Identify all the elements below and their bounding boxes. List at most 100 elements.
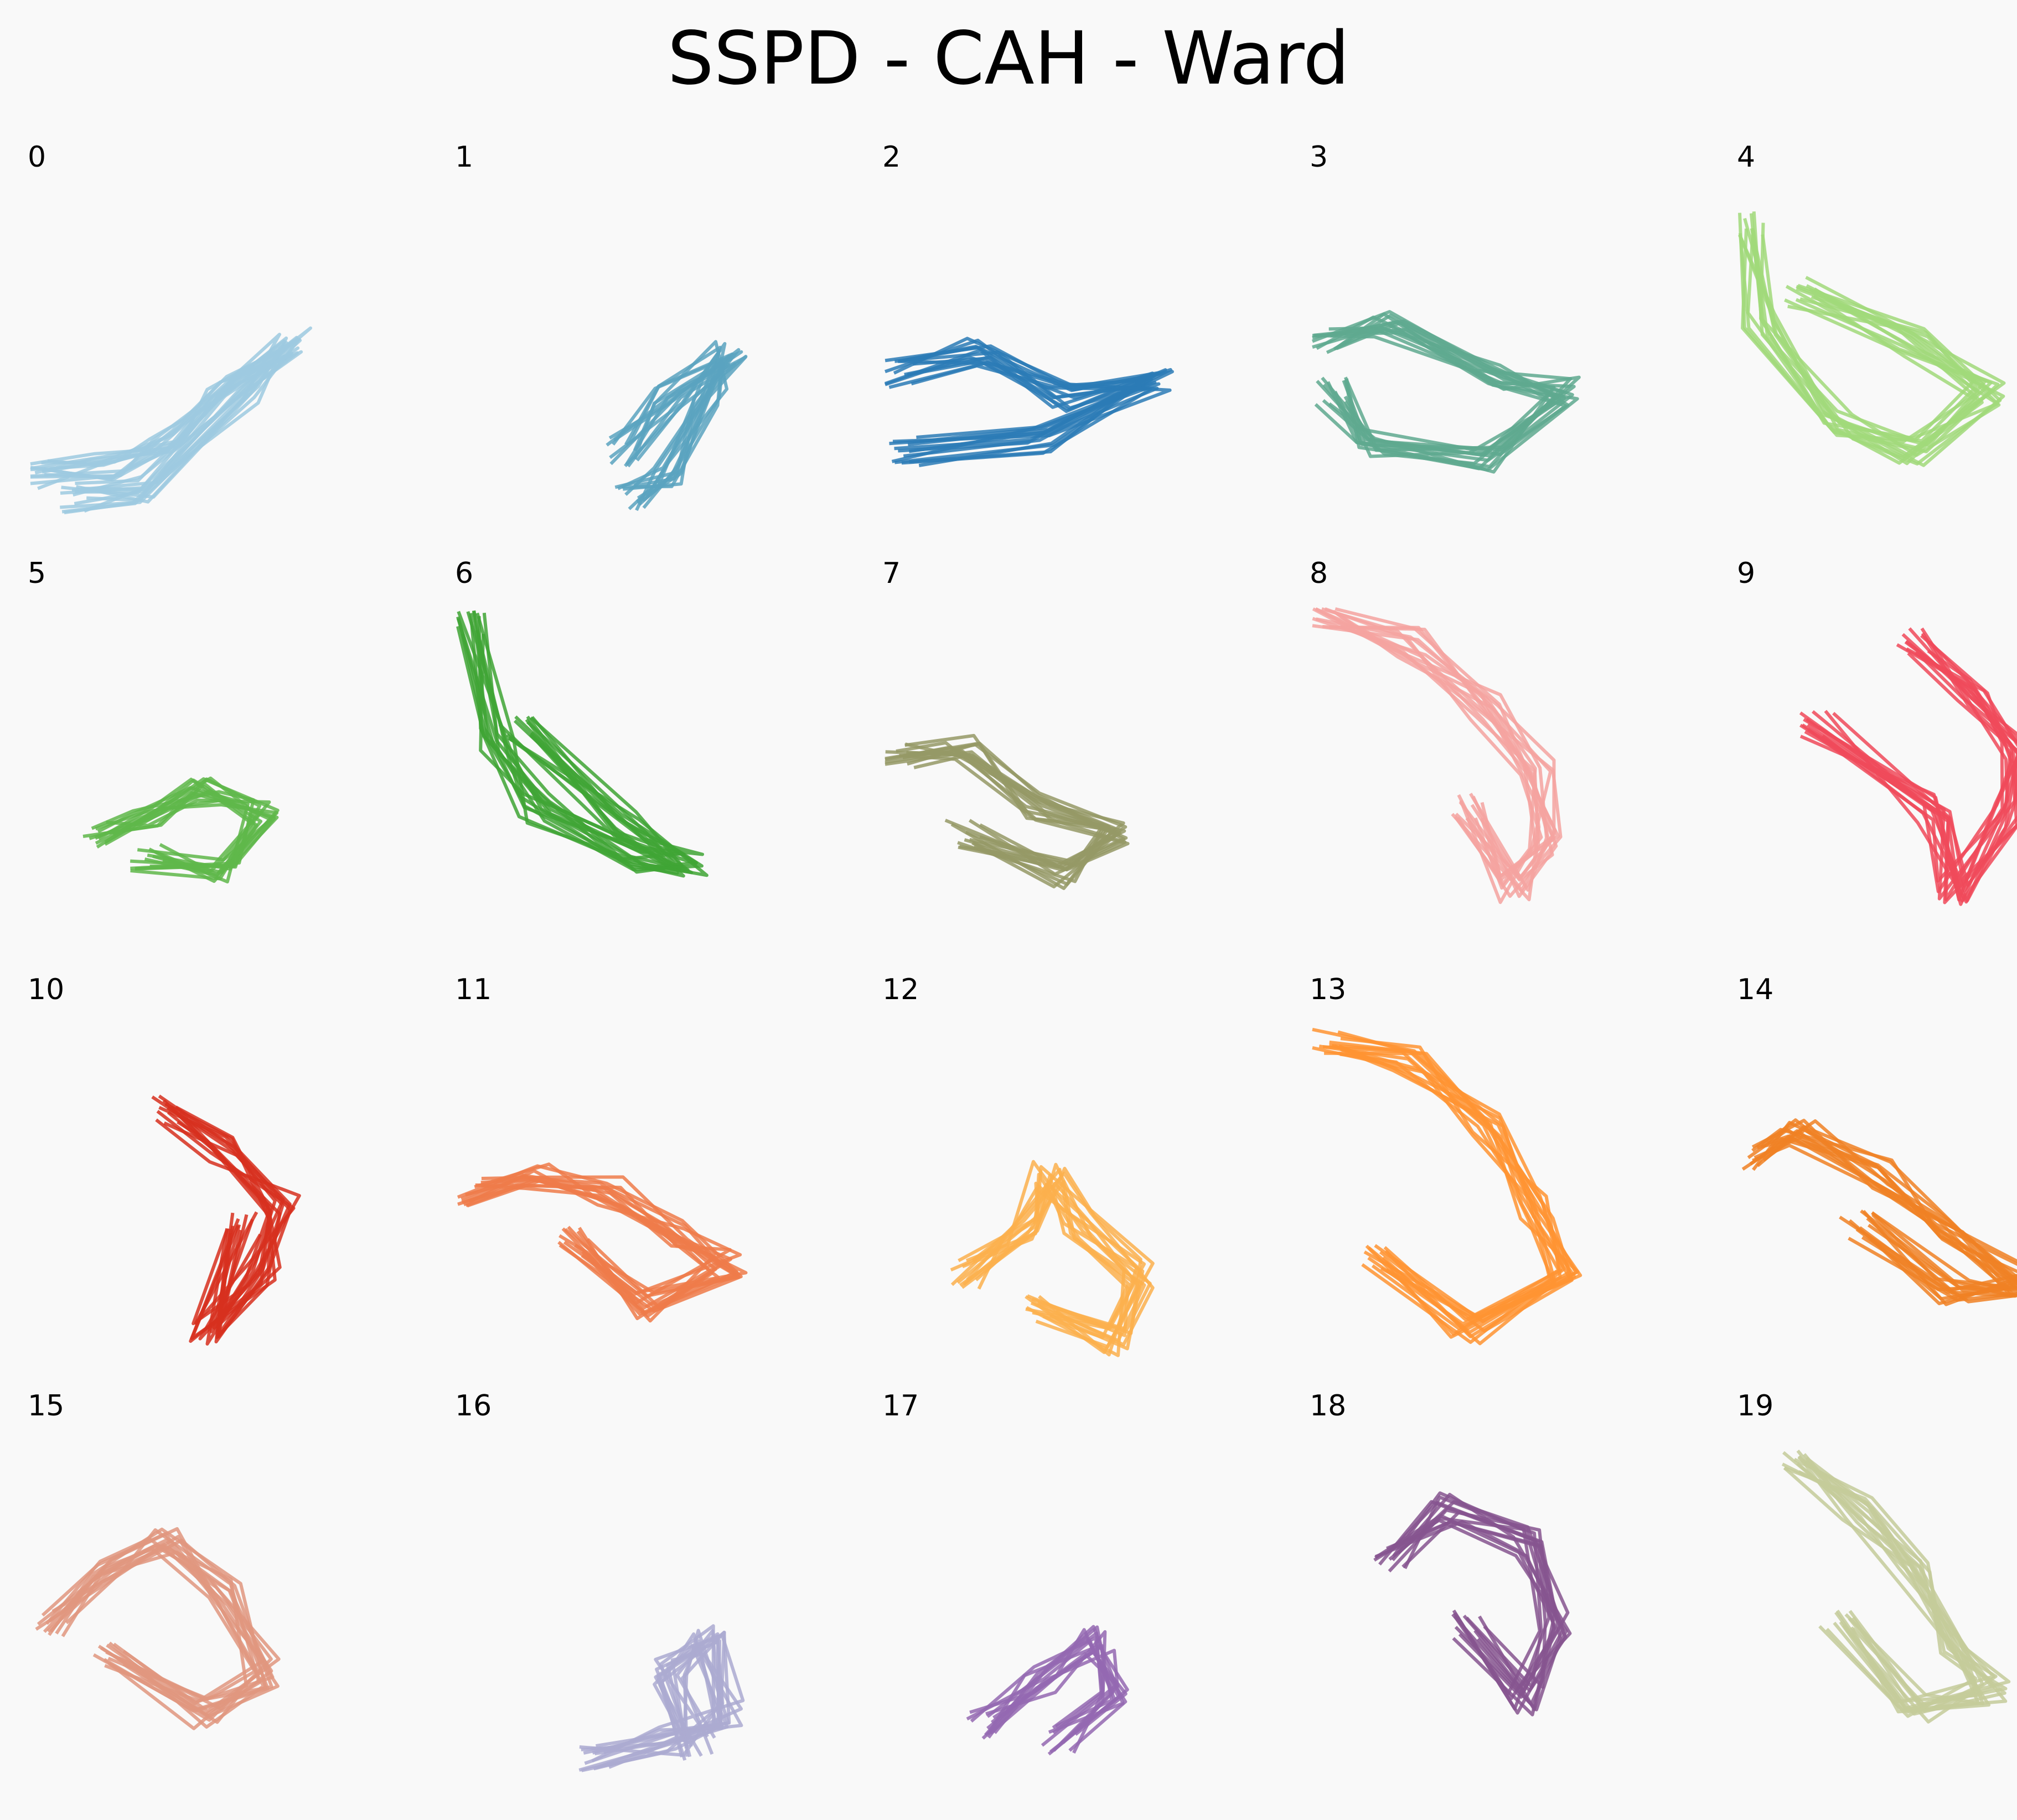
cluster-trajectories-18 [1373, 1491, 1572, 1716]
trajectory-line [606, 363, 730, 489]
cluster-label: 12 [882, 973, 919, 1006]
cluster-trajectories-14 [1741, 1118, 2017, 1306]
trajectory-line [961, 1166, 1142, 1335]
trajectory-line [894, 350, 1157, 443]
cluster-trajectories-6 [456, 610, 708, 878]
trajectory-line [898, 344, 1147, 464]
cluster-label: 16 [455, 1389, 492, 1423]
cluster-panel-15: 15 [28, 1392, 426, 1779]
trajectory-line [966, 1184, 1139, 1357]
trajectory-line [472, 610, 684, 874]
trajectory-line [1797, 1455, 1991, 1714]
cluster-panel-9: 9 [1737, 559, 2017, 947]
trajectory-line [1322, 1045, 1563, 1318]
trajectory-line [95, 798, 262, 871]
trajectory-line [969, 1644, 1105, 1729]
trajectory-line [35, 1544, 249, 1724]
cluster-label: 1 [455, 141, 474, 174]
cluster-trajectories-8 [1312, 607, 1563, 904]
trajectory-line [103, 777, 262, 875]
cluster-label: 13 [1310, 973, 1347, 1006]
cluster-trajectories-17 [966, 1625, 1129, 1756]
cluster-trajectories-13 [1312, 1027, 1582, 1346]
cluster-label: 11 [455, 973, 492, 1006]
trajectory-line [1741, 1119, 2017, 1293]
cluster-label: 15 [28, 1389, 65, 1423]
cluster-label: 3 [1310, 141, 1328, 174]
trajectory-line [1783, 1466, 1978, 1718]
trajectory-line [1756, 1137, 2017, 1301]
trajectory-line [1749, 213, 2001, 457]
cluster-trajectories-19 [1781, 1449, 2011, 1724]
cluster-panel-14: 14 [1737, 975, 2017, 1363]
trajectory-line [899, 753, 1130, 872]
trajectory-line [1805, 1456, 1978, 1712]
trajectory-line [896, 741, 1111, 886]
trajectory-line [42, 326, 312, 514]
cluster-label: 2 [882, 141, 901, 174]
trajectory-line [46, 1538, 273, 1701]
trajectory-line [885, 750, 1128, 869]
trajectory-line [1312, 607, 1555, 878]
trajectory-line [1752, 1144, 2017, 1291]
cluster-trajectories-5 [82, 776, 280, 883]
trajectory-line [1340, 1037, 1562, 1322]
trajectory-line [1318, 1045, 1556, 1339]
cluster-label: 8 [1310, 557, 1328, 590]
trajectory-line [475, 612, 708, 877]
cluster-trajectories-0 [30, 326, 312, 515]
cluster-label: 6 [455, 557, 474, 590]
trajectory-line [1747, 1128, 2017, 1290]
cluster-panel-18: 18 [1310, 1392, 1708, 1779]
trajectory-line [1751, 1128, 2017, 1293]
cluster-panel-1: 1 [455, 143, 854, 530]
cluster-trajectories-4 [1738, 211, 2006, 467]
trajectory-line [1804, 1460, 1983, 1703]
cluster-trajectories-1 [606, 340, 748, 511]
cluster-label: 7 [882, 557, 901, 590]
cluster-trajectories-12 [950, 1160, 1155, 1357]
cluster-label: 10 [28, 973, 65, 1006]
trajectory-line [463, 1169, 742, 1296]
trajectory-line [963, 1172, 1130, 1340]
cluster-label: 17 [882, 1389, 919, 1423]
trajectory-line [1754, 1135, 2017, 1298]
trajectory-line [164, 1102, 271, 1343]
cluster-panel-16: 16 [455, 1392, 854, 1779]
trajectory-line [1340, 1052, 1573, 1326]
trajectory-line [1374, 1514, 1568, 1693]
trajectory-line [1807, 633, 2017, 892]
cluster-trajectories-11 [457, 1162, 748, 1323]
cluster-panel-0: 0 [28, 143, 426, 530]
trajectory-line [986, 1644, 1129, 1745]
trajectory-line [465, 1177, 739, 1295]
trajectory-line [457, 611, 690, 872]
cluster-panel-11: 11 [455, 975, 854, 1363]
cluster-panel-2: 2 [882, 143, 1281, 530]
trajectory-line [1750, 228, 1978, 458]
trajectory-line [885, 355, 1161, 464]
trajectory-line [1738, 234, 1992, 450]
trajectory-line [1761, 234, 2005, 467]
trajectory-line [907, 742, 1128, 862]
cluster-trajectories-7 [885, 733, 1130, 890]
trajectory-line [1392, 1491, 1556, 1699]
trajectory-line [481, 1184, 720, 1307]
trajectory-line [1799, 652, 2017, 903]
cluster-label: 19 [1737, 1389, 1774, 1423]
cluster-panel-17: 17 [882, 1392, 1281, 1779]
trajectory-line [479, 634, 697, 866]
cluster-panel-12: 12 [882, 975, 1281, 1363]
cluster-panel-19: 19 [1737, 1392, 2017, 1779]
trajectory-line [106, 798, 271, 862]
cluster-trajectories-10 [151, 1094, 301, 1346]
trajectory-line [583, 1624, 715, 1755]
cluster-label: 14 [1737, 973, 1774, 1006]
trajectory-line [581, 1647, 743, 1761]
cluster-label: 5 [28, 557, 46, 590]
cluster-panel-10: 10 [28, 975, 426, 1363]
trajectory-line [888, 361, 1172, 443]
trajectory-line [609, 350, 721, 496]
cluster-panel-13: 13 [1310, 975, 1708, 1363]
cluster-panel-6: 6 [455, 559, 854, 947]
